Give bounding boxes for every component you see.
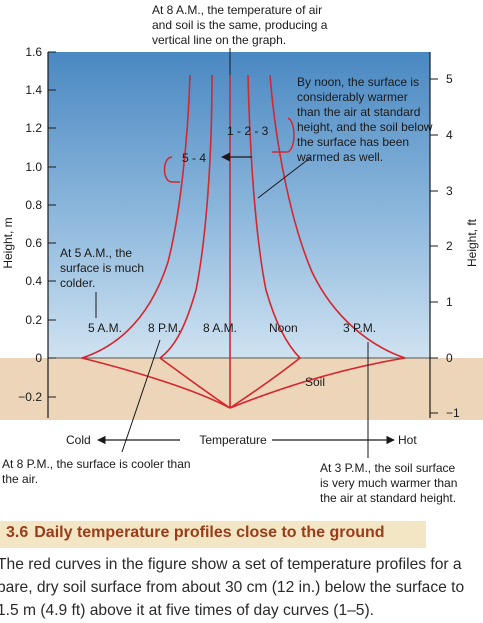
caption-line: bare, dry soil surface from about 30 cm …	[0, 579, 465, 596]
svg-text:At 8 P.M., the surface is cool: At 8 P.M., the surface is cooler than	[2, 457, 191, 471]
left-tick-label: 1.6	[25, 45, 42, 59]
label-5am: 5 A.M.	[88, 321, 122, 335]
svg-text:surface is much: surface is much	[60, 261, 144, 275]
annotation-8am: At 8 A.M., the temperature of air and so…	[152, 3, 328, 75]
svg-text:colder.: colder.	[60, 276, 95, 290]
annotation-noon: By noon, the surface is considerably war…	[257, 75, 433, 199]
caption-line: The red curves in the figure show a set …	[0, 556, 462, 573]
marker-123: 1 - 2 - 3	[227, 117, 295, 153]
figure-title-text: Daily temperature profiles close to the …	[34, 524, 385, 541]
right-tick-label: 4	[446, 128, 453, 142]
svg-text:height, and the soil below: height, and the soil below	[297, 120, 433, 134]
left-tick-label: −0.2	[18, 390, 42, 404]
label-8am: 8 A.M.	[203, 321, 237, 335]
svg-text:the air at standard height.: the air at standard height.	[320, 491, 456, 505]
svg-text:At 8 A.M., the temperature of: At 8 A.M., the temperature of air	[152, 3, 322, 17]
figure-title-bar	[0, 521, 426, 548]
temperature-profile-diagram: 1.6 1.4 1.2 1.0 0.8 0.6 0.4 0.2 0 −0.2 H…	[0, 3, 483, 505]
annotation-3pm: At 3 P.M., the soil surface is very much…	[320, 342, 457, 505]
right-axis: 5 4 3 2 1 0 −1 Height, ft	[429, 52, 479, 420]
svg-text:and soil is the same, producin: and soil is the same, producing a	[152, 18, 328, 32]
soil-label: Soil	[305, 375, 325, 389]
hot-label: Hot	[398, 433, 417, 447]
svg-text:1 - 2 - 3: 1 - 2 - 3	[227, 124, 269, 138]
temperature-curves	[79, 74, 406, 409]
right-tick-label: 0	[446, 351, 453, 365]
soil-region	[0, 358, 483, 420]
left-tick-label: 1.0	[25, 160, 42, 174]
left-tick-label: 0.6	[25, 236, 42, 250]
svg-text:the air.: the air.	[2, 472, 38, 486]
svg-text:warmed as well.: warmed as well.	[296, 150, 383, 164]
temperature-label: Temperature	[199, 433, 267, 447]
marker-54: 5 - 4	[163, 151, 252, 183]
left-axis-label: Height, m	[1, 217, 15, 268]
right-tick-label: −1	[446, 406, 460, 420]
svg-text:vertical line on the graph.: vertical line on the graph.	[152, 33, 286, 47]
right-tick-label: 2	[446, 239, 453, 253]
temperature-axis: Cold Temperature Hot	[66, 433, 417, 447]
caption-line: 1.5 m (4.9 ft) above it at five times of…	[0, 602, 375, 619]
label-3pm: 3 P.M.	[343, 321, 376, 335]
annotation-5am: At 5 A.M., the surface is much colder.	[60, 246, 144, 318]
label-noon: Noon	[269, 321, 298, 335]
svg-text:the surface has been: the surface has been	[297, 135, 409, 149]
left-tick-label: 1.4	[25, 83, 42, 97]
svg-text:By noon, the surface is: By noon, the surface is	[297, 75, 419, 89]
svg-text:5 - 4: 5 - 4	[182, 151, 206, 165]
annotation-8pm: At 8 P.M., the surface is cooler than th…	[2, 339, 191, 486]
figure-number: 3.6	[6, 524, 29, 541]
curve-noon	[229, 74, 302, 409]
curve-8pm	[158, 74, 231, 409]
svg-text:is very much warmer than: is very much warmer than	[320, 476, 457, 490]
svg-text:considerably warmer: considerably warmer	[297, 90, 408, 104]
svg-text:At 5 A.M., the: At 5 A.M., the	[60, 246, 132, 260]
label-8pm: 8 P.M.	[148, 321, 181, 335]
curve-3pm	[229, 74, 406, 409]
left-tick-label: 0.2	[25, 313, 42, 327]
svg-text:At 3 P.M., the soil surface: At 3 P.M., the soil surface	[320, 461, 456, 475]
left-tick-label: 1.2	[25, 121, 42, 135]
figure-caption: The red curves in the figure show a set …	[0, 553, 481, 622]
air-region	[48, 52, 430, 358]
cold-label: Cold	[66, 433, 91, 447]
right-tick-label: 3	[446, 184, 453, 198]
figure-title: 3.6 Daily temperature profiles close to t…	[6, 524, 385, 542]
right-tick-label: 1	[446, 295, 453, 309]
left-tick-label: 0	[35, 351, 42, 365]
left-axis: 1.6 1.4 1.2 1.0 0.8 0.6 0.4 0.2 0 −0.2 H…	[1, 45, 56, 418]
right-tick-label: 5	[446, 72, 453, 86]
left-tick-label: 0.4	[25, 274, 42, 288]
right-axis-label: Height, ft	[465, 218, 479, 267]
curve-5am	[79, 74, 231, 409]
left-tick-label: 0.8	[25, 198, 42, 212]
svg-text:than the air at standard: than the air at standard	[297, 105, 420, 119]
